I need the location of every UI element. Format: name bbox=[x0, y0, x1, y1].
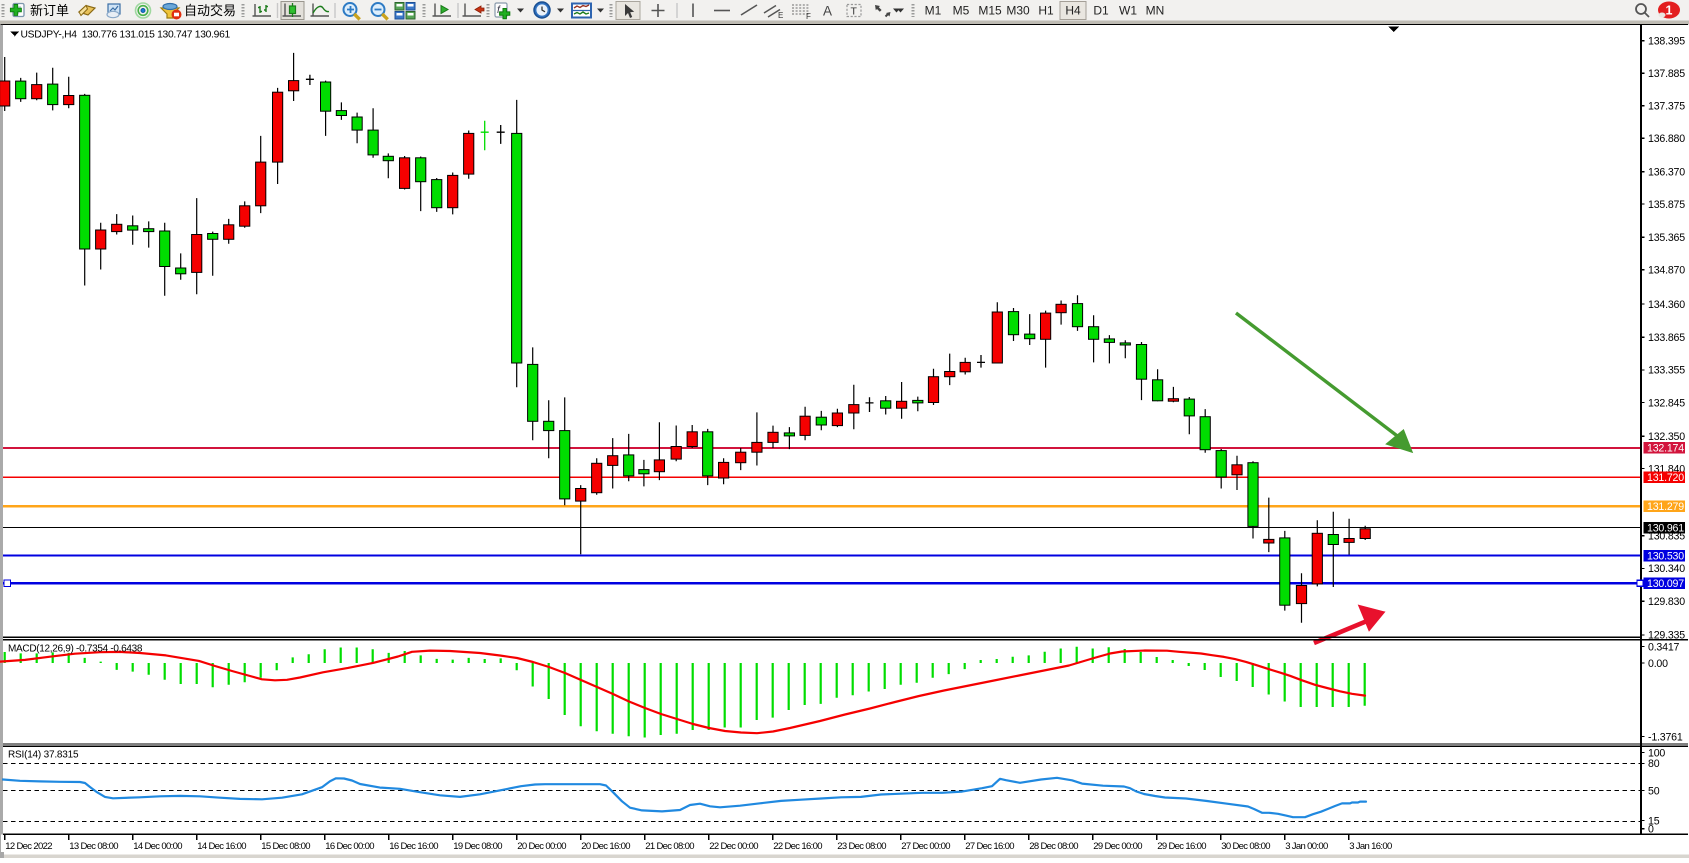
svg-text:130.835: 130.835 bbox=[1648, 531, 1685, 543]
svg-text:134.870: 134.870 bbox=[1648, 265, 1685, 277]
svg-text:M5: M5 bbox=[953, 4, 970, 18]
svg-text:USDJPY-,H4 130.776 131.015 13: USDJPY-,H4 130.776 131.015 130.747 130.9… bbox=[21, 29, 231, 40]
svg-text:129.335: 129.335 bbox=[1648, 630, 1685, 642]
svg-text:131.720: 131.720 bbox=[1647, 472, 1684, 484]
svg-text:130.097: 130.097 bbox=[1647, 578, 1684, 590]
svg-text:E: E bbox=[778, 11, 783, 20]
svg-text:16 Dec 00:00: 16 Dec 00:00 bbox=[325, 841, 374, 852]
svg-text:MACD(12,26,9) -0.7354 -0.6438: MACD(12,26,9) -0.7354 -0.6438 bbox=[8, 644, 143, 655]
svg-text:13 Dec 08:00: 13 Dec 08:00 bbox=[69, 841, 118, 852]
svg-text:132.845: 132.845 bbox=[1648, 397, 1685, 409]
svg-text:0: 0 bbox=[1648, 824, 1654, 836]
svg-text:12 Dec 2022: 12 Dec 2022 bbox=[5, 841, 52, 852]
svg-text:131.279: 131.279 bbox=[1647, 501, 1684, 513]
svg-text:-1.3761: -1.3761 bbox=[1648, 731, 1683, 743]
svg-text:29 Dec 16:00: 29 Dec 16:00 bbox=[1157, 841, 1206, 852]
svg-text:100: 100 bbox=[1648, 747, 1665, 759]
svg-text:15 Dec 08:00: 15 Dec 08:00 bbox=[261, 841, 310, 852]
svg-text:M1: M1 bbox=[925, 4, 942, 18]
svg-text:27 Dec 00:00: 27 Dec 00:00 bbox=[901, 841, 950, 852]
svg-text:20 Dec 16:00: 20 Dec 16:00 bbox=[581, 841, 630, 852]
svg-text:132.350: 132.350 bbox=[1648, 431, 1685, 443]
svg-text:23 Dec 08:00: 23 Dec 08:00 bbox=[837, 841, 886, 852]
svg-text:RSI(14) 37.8315: RSI(14) 37.8315 bbox=[8, 750, 79, 761]
svg-text:136.370: 136.370 bbox=[1648, 167, 1685, 179]
svg-text:130.340: 130.340 bbox=[1648, 563, 1685, 575]
svg-text:20 Dec 00:00: 20 Dec 00:00 bbox=[517, 841, 566, 852]
svg-text:22 Dec 00:00: 22 Dec 00:00 bbox=[709, 841, 758, 852]
svg-text:3 Jan 00:00: 3 Jan 00:00 bbox=[1285, 841, 1328, 852]
svg-text:129.830: 129.830 bbox=[1648, 596, 1685, 608]
svg-text:14 Dec 16:00: 14 Dec 16:00 bbox=[197, 841, 246, 852]
svg-text:H4: H4 bbox=[1065, 4, 1081, 18]
svg-text:130.530: 130.530 bbox=[1647, 550, 1684, 562]
svg-text:MN: MN bbox=[1146, 4, 1165, 18]
svg-text:14 Dec 00:00: 14 Dec 00:00 bbox=[133, 841, 182, 852]
svg-text:133.865: 133.865 bbox=[1648, 332, 1685, 344]
svg-text:29 Dec 00:00: 29 Dec 00:00 bbox=[1093, 841, 1142, 852]
svg-text:30 Dec 08:00: 30 Dec 08:00 bbox=[1221, 841, 1270, 852]
svg-text:21 Dec 08:00: 21 Dec 08:00 bbox=[645, 841, 694, 852]
svg-text:F: F bbox=[806, 12, 811, 21]
svg-text:16 Dec 16:00: 16 Dec 16:00 bbox=[389, 841, 438, 852]
svg-text:135.365: 135.365 bbox=[1648, 232, 1685, 244]
svg-text:19 Dec 08:00: 19 Dec 08:00 bbox=[453, 841, 502, 852]
svg-text:0.00: 0.00 bbox=[1648, 658, 1668, 670]
svg-text:自动交易: 自动交易 bbox=[184, 3, 236, 18]
svg-text:137.885: 137.885 bbox=[1648, 68, 1685, 80]
svg-text:15: 15 bbox=[1648, 815, 1660, 827]
svg-text:134.360: 134.360 bbox=[1648, 299, 1685, 311]
svg-text:130.961: 130.961 bbox=[1647, 523, 1684, 535]
svg-text:22 Dec 16:00: 22 Dec 16:00 bbox=[773, 841, 822, 852]
svg-text:H1: H1 bbox=[1038, 4, 1054, 18]
svg-text:1: 1 bbox=[1666, 4, 1673, 18]
svg-text:3 Jan 16:00: 3 Jan 16:00 bbox=[1349, 841, 1392, 852]
svg-text:M30: M30 bbox=[1006, 4, 1030, 18]
svg-text:新订单: 新订单 bbox=[30, 3, 69, 18]
svg-text:80: 80 bbox=[1648, 758, 1660, 770]
svg-text:135.875: 135.875 bbox=[1648, 199, 1685, 211]
svg-text:27 Dec 16:00: 27 Dec 16:00 bbox=[965, 841, 1014, 852]
svg-text:0.3417: 0.3417 bbox=[1648, 641, 1680, 653]
svg-text:28 Dec 08:00: 28 Dec 08:00 bbox=[1029, 841, 1078, 852]
svg-text:M15: M15 bbox=[978, 4, 1002, 18]
svg-text:137.375: 137.375 bbox=[1648, 101, 1685, 113]
svg-text:50: 50 bbox=[1648, 785, 1660, 797]
svg-text:132.174: 132.174 bbox=[1647, 443, 1684, 455]
svg-text:133.355: 133.355 bbox=[1648, 365, 1685, 377]
svg-text:D1: D1 bbox=[1093, 4, 1109, 18]
svg-text:f: f bbox=[497, 5, 501, 16]
svg-text:138.395: 138.395 bbox=[1648, 36, 1685, 48]
svg-text:A: A bbox=[823, 4, 832, 19]
svg-text:W1: W1 bbox=[1119, 4, 1137, 18]
svg-text:T: T bbox=[851, 6, 858, 18]
svg-text:136.880: 136.880 bbox=[1648, 133, 1685, 145]
